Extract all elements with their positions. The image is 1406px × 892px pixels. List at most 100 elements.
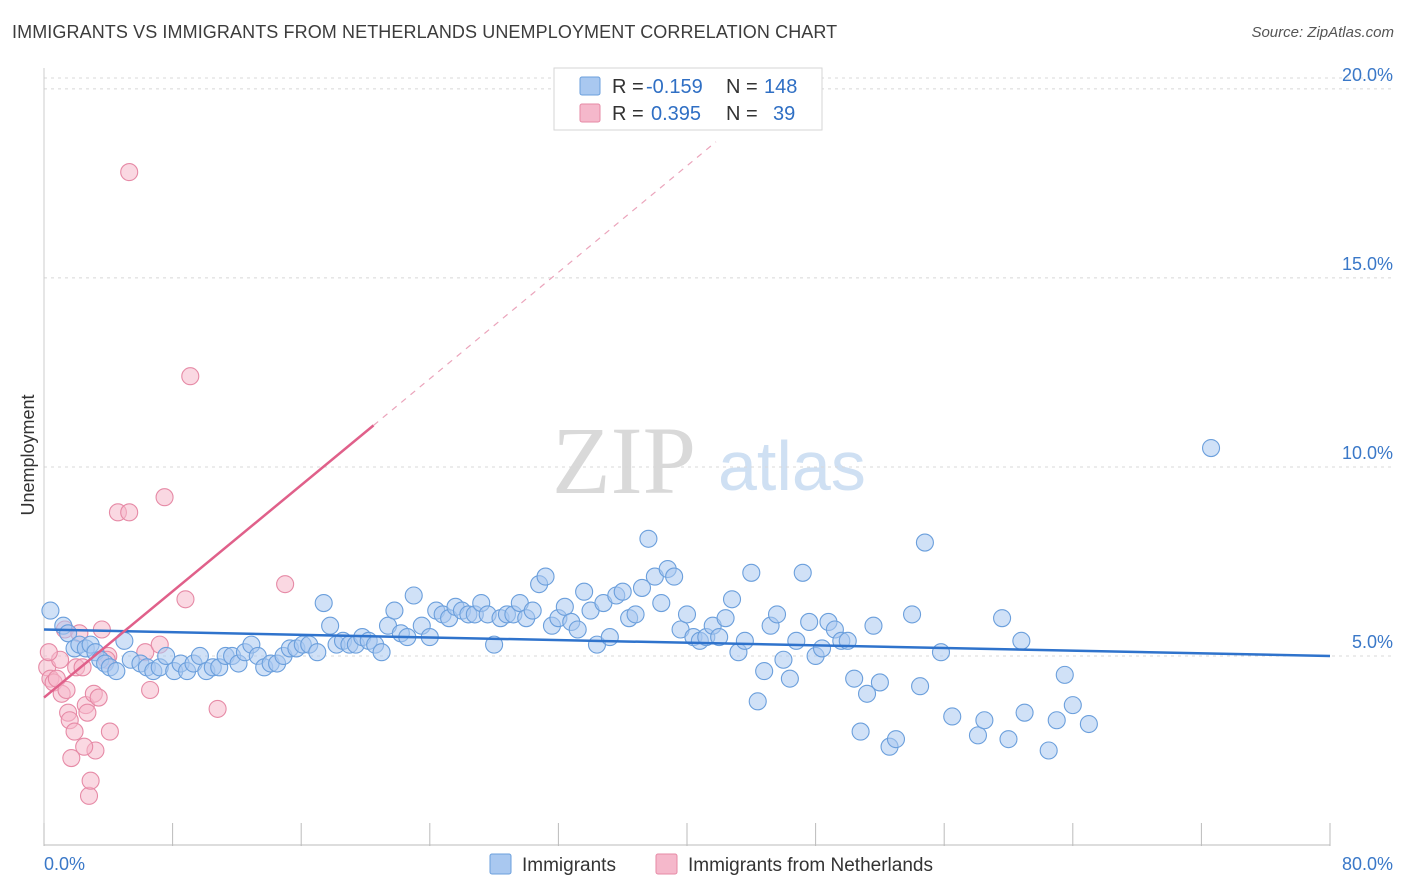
data-point-immigrants — [793, 563, 812, 582]
data-point-netherlands — [155, 488, 174, 507]
trendline-netherlands — [43, 424, 375, 699]
legend-n-label-1: N = — [726, 76, 758, 98]
data-point-immigrants — [600, 628, 619, 647]
data-point-netherlands — [75, 737, 94, 756]
legend-r-value-1: -0.159 — [646, 76, 703, 98]
trendline-netherlands-extension — [373, 141, 717, 426]
legend-n-label-2: N = — [726, 103, 758, 125]
data-point-immigrants — [485, 635, 504, 654]
y-axis-label: Unemployment — [18, 394, 38, 515]
data-point-immigrants — [1047, 711, 1066, 730]
data-point-immigrants — [652, 593, 671, 613]
data-point-immigrants — [722, 590, 742, 609]
watermark: ZIP atlas — [552, 407, 866, 514]
data-point-immigrants — [993, 609, 1012, 628]
data-point-immigrants — [639, 529, 658, 548]
data-point-immigrants — [902, 605, 922, 624]
data-point-immigrants — [314, 593, 333, 613]
data-point-immigrants — [864, 616, 883, 635]
legend-bottom-label-immigrants: Immigrants — [522, 855, 616, 876]
y-tick-label: 20.0% — [1342, 65, 1393, 85]
data-point-immigrants — [613, 582, 632, 601]
data-point-immigrants — [800, 612, 819, 632]
data-point-immigrants — [943, 707, 962, 726]
data-point-immigrants — [716, 609, 735, 628]
y-tick-label: 10.0% — [1342, 443, 1393, 463]
data-point-immigrants — [677, 605, 697, 624]
data-point-immigrants — [308, 643, 327, 662]
data-point-netherlands — [81, 771, 100, 790]
legend-r-label-2: R = — [612, 103, 644, 125]
data-point-immigrants — [626, 605, 645, 624]
data-point-immigrants — [568, 620, 587, 639]
data-point-immigrants — [755, 662, 774, 681]
data-point-immigrants — [787, 631, 806, 650]
data-point-netherlands — [39, 643, 58, 662]
y-tick-label: 5.0% — [1352, 632, 1393, 652]
legend-n-value-2: 39 — [773, 103, 795, 125]
x-tick-label-min: 0.0% — [44, 854, 85, 874]
data-point-immigrants — [321, 616, 340, 635]
watermark-atlas: atlas — [718, 427, 866, 505]
data-point-immigrants — [851, 722, 870, 741]
data-point-immigrants — [748, 692, 767, 711]
y-tick-labels: 5.0% 10.0% 15.0% 20.0% — [1342, 65, 1393, 652]
data-point-immigrants — [968, 726, 988, 745]
data-point-netherlands — [89, 688, 108, 707]
data-point-netherlands — [181, 367, 200, 386]
data-point-immigrants — [536, 567, 555, 586]
data-point-immigrants — [632, 578, 652, 597]
data-point-immigrants — [767, 605, 787, 624]
data-point-immigrants — [665, 567, 684, 586]
data-point-immigrants — [190, 646, 209, 666]
data-point-netherlands — [276, 575, 295, 594]
legend-bottom: Immigrants Immigrants from Netherlands — [489, 853, 933, 876]
data-point-immigrants — [999, 730, 1018, 749]
data-point-netherlands — [176, 590, 195, 609]
series-immigrants-from-netherlands — [38, 163, 295, 805]
data-point-netherlands — [65, 722, 84, 741]
legend-swatch-immigrants — [579, 76, 601, 96]
data-point-netherlands — [57, 680, 76, 700]
x-tick-label-max: 80.0% — [1342, 854, 1393, 874]
data-point-immigrants — [107, 662, 126, 681]
data-point-netherlands — [141, 680, 160, 700]
trendlines — [43, 141, 1331, 699]
data-point-immigrants — [404, 586, 423, 605]
data-point-immigrants — [735, 631, 754, 650]
data-point-immigrants — [1039, 741, 1058, 760]
data-point-immigrants — [870, 673, 889, 692]
data-point-immigrants — [845, 669, 864, 688]
data-point-netherlands — [120, 503, 139, 522]
data-point-immigrants — [372, 643, 391, 662]
data-point-immigrants — [886, 730, 906, 749]
data-point-immigrants — [523, 601, 542, 620]
legend-r-label-1: R = — [612, 76, 644, 98]
data-point-immigrants — [975, 711, 994, 730]
data-point-immigrants — [1015, 703, 1034, 722]
data-point-netherlands — [100, 722, 119, 741]
data-point-immigrants — [774, 650, 793, 669]
data-point-immigrants — [575, 582, 594, 601]
series-immigrants — [41, 438, 1221, 760]
data-point-immigrants — [915, 533, 934, 552]
data-point-immigrants — [1012, 631, 1031, 650]
data-point-netherlands — [79, 786, 99, 805]
data-point-immigrants — [555, 597, 574, 616]
legend-bottom-swatch-immigrants — [489, 853, 512, 875]
data-point-netherlands — [120, 163, 139, 182]
data-point-immigrants — [1079, 714, 1098, 734]
legend-n-value-1: 148 — [764, 76, 797, 98]
legend-swatch-netherlands — [579, 103, 601, 123]
trendline-immigrants — [43, 628, 1331, 658]
data-point-immigrants — [780, 669, 799, 688]
legend-r-value-2: 0.395 — [651, 103, 701, 125]
legend-top: R = -0.159 N = 148 R = 0.395 N = 39 — [553, 67, 823, 131]
data-point-immigrants — [742, 563, 761, 582]
data-point-netherlands — [78, 703, 97, 722]
gridlines — [44, 77, 1394, 657]
legend-bottom-label-netherlands: Immigrants from Netherlands — [688, 855, 933, 876]
data-point-immigrants — [931, 643, 951, 662]
source-label: Source: ZipAtlas.com — [1251, 24, 1394, 41]
